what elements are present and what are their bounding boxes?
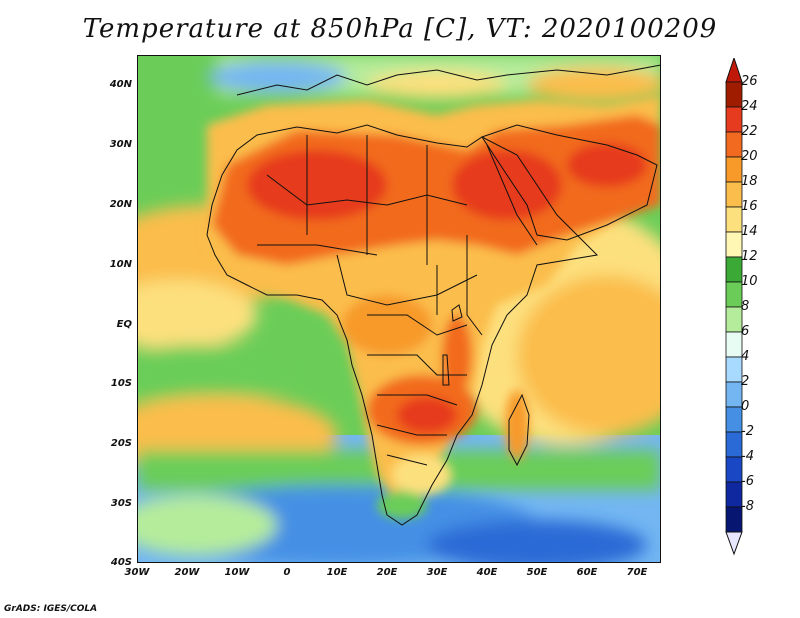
- colorbar-swatch: [725, 356, 743, 383]
- colorbar-swatch: [725, 256, 743, 283]
- lat-label-10s: 10S: [110, 378, 132, 389]
- colorbar-label: 16: [741, 199, 758, 214]
- lon-label-0: 0: [283, 567, 291, 578]
- colorbar-label: 12: [741, 249, 758, 264]
- chart-title: Temperature at 850hPa [C], VT: 202010020…: [82, 14, 718, 44]
- colorbar-label: -6: [741, 474, 754, 489]
- colorbar-swatch: [725, 81, 743, 108]
- lat-label-40s: 40S: [110, 557, 132, 568]
- colorbar-swatch: [725, 481, 743, 508]
- colorbar-swatch: [725, 331, 743, 358]
- colorbar-swatch: [725, 206, 743, 233]
- colorbar-swatch: [725, 506, 743, 533]
- lat-label-20n: 20N: [109, 199, 132, 210]
- lat-label-10n: 10N: [109, 259, 132, 270]
- colorbar-label: 26: [741, 74, 758, 89]
- colorbar-min-arrow: [725, 531, 743, 556]
- colorbar-label: 10: [741, 274, 758, 289]
- colorbar-label: 8: [741, 299, 750, 314]
- colorbar-swatch: [725, 306, 743, 333]
- colorbar-label: 24: [741, 99, 758, 114]
- lon-label-40e: 40E: [476, 567, 498, 578]
- lon-label-30w: 30W: [124, 567, 150, 578]
- colorbar-label: 2: [741, 374, 750, 389]
- colorbar-swatch: [725, 231, 743, 258]
- colorbar-label: -4: [741, 449, 754, 464]
- lat-label-30s: 30S: [110, 498, 132, 509]
- colorbar-label: -2: [741, 424, 754, 439]
- colorbar-swatch: [725, 381, 743, 408]
- colorbar-swatch: [725, 281, 743, 308]
- colorbar-label: 6: [741, 324, 750, 339]
- lat-label-40n: 40N: [109, 79, 132, 90]
- colorbar-swatch: [725, 431, 743, 458]
- country-borders: [206, 64, 661, 526]
- colorbar-swatch: [725, 181, 743, 208]
- colorbar-swatch: [725, 131, 743, 158]
- map-border: [137, 55, 661, 563]
- colorbar-label: 20: [741, 149, 758, 164]
- colorbar-label: 18: [741, 174, 758, 189]
- colorbar-swatch: [725, 106, 743, 133]
- lon-label-30e: 30E: [426, 567, 448, 578]
- colorbar-swatch: [725, 456, 743, 483]
- colorbar-swatch: [725, 406, 743, 433]
- temperature-map: [137, 55, 661, 563]
- colorbar-label: 14: [741, 224, 758, 239]
- credit-text: GrADS: IGES/COLA: [4, 604, 98, 614]
- colorbar-label: -8: [741, 499, 754, 514]
- colorbar-swatch: [725, 156, 743, 183]
- lon-label-70e: 70E: [626, 567, 648, 578]
- lon-label-60e: 60E: [576, 567, 598, 578]
- colorbar: [725, 58, 743, 556]
- lat-label-eq: EQ: [116, 319, 132, 330]
- lon-label-10e: 10E: [326, 567, 348, 578]
- lon-label-50e: 50E: [526, 567, 548, 578]
- lon-label-10w: 10W: [224, 567, 250, 578]
- colorbar-max-arrow: [725, 58, 743, 83]
- colorbar-label: 22: [741, 124, 758, 139]
- lon-label-20e: 20E: [376, 567, 398, 578]
- lat-label-30n: 30N: [109, 139, 132, 150]
- lon-label-20w: 20W: [174, 567, 200, 578]
- colorbar-label: 4: [741, 349, 750, 364]
- colorbar-label: 0: [741, 399, 750, 414]
- temperature-field: [137, 55, 661, 563]
- lat-label-20s: 20S: [110, 438, 132, 449]
